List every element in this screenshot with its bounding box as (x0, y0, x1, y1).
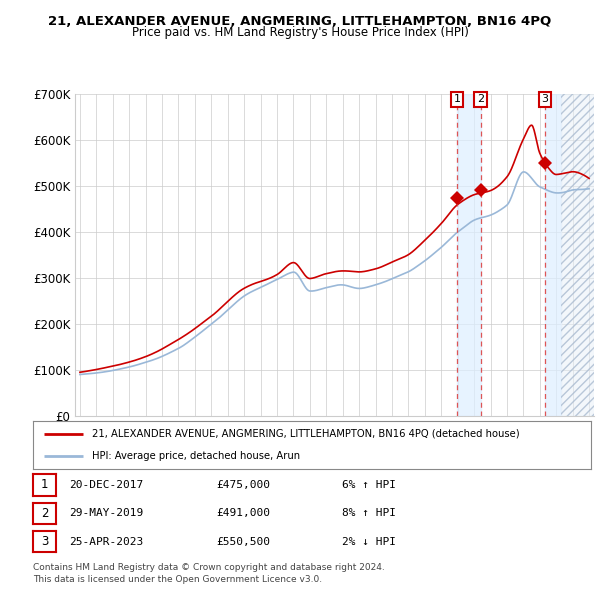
Text: 21, ALEXANDER AVENUE, ANGMERING, LITTLEHAMPTON, BN16 4PQ (detached house): 21, ALEXANDER AVENUE, ANGMERING, LITTLEH… (92, 429, 519, 439)
Text: 8% ↑ HPI: 8% ↑ HPI (342, 509, 396, 518)
Text: 2: 2 (477, 94, 484, 104)
Text: 3: 3 (41, 535, 48, 548)
Text: 3: 3 (542, 94, 548, 104)
Text: 6% ↑ HPI: 6% ↑ HPI (342, 480, 396, 490)
Text: 1: 1 (41, 478, 48, 491)
Bar (545, 94, 561, 416)
Bar (561, 94, 600, 416)
Text: 29-MAY-2019: 29-MAY-2019 (69, 509, 143, 518)
Text: 1: 1 (454, 94, 461, 104)
Text: 25-APR-2023: 25-APR-2023 (69, 537, 143, 546)
Text: £550,500: £550,500 (216, 537, 270, 546)
Text: 2: 2 (41, 507, 48, 520)
Text: £475,000: £475,000 (216, 480, 270, 490)
Text: 20-DEC-2017: 20-DEC-2017 (69, 480, 143, 490)
Text: 2% ↓ HPI: 2% ↓ HPI (342, 537, 396, 546)
Bar (561, 94, 600, 416)
Text: Contains HM Land Registry data © Crown copyright and database right 2024.: Contains HM Land Registry data © Crown c… (33, 563, 385, 572)
Text: HPI: Average price, detached house, Arun: HPI: Average price, detached house, Arun (92, 451, 300, 461)
Text: This data is licensed under the Open Government Licence v3.0.: This data is licensed under the Open Gov… (33, 575, 322, 584)
Text: 21, ALEXANDER AVENUE, ANGMERING, LITTLEHAMPTON, BN16 4PQ: 21, ALEXANDER AVENUE, ANGMERING, LITTLEH… (49, 15, 551, 28)
Text: £491,000: £491,000 (216, 509, 270, 518)
Text: Price paid vs. HM Land Registry's House Price Index (HPI): Price paid vs. HM Land Registry's House … (131, 26, 469, 39)
Bar (457, 94, 481, 416)
